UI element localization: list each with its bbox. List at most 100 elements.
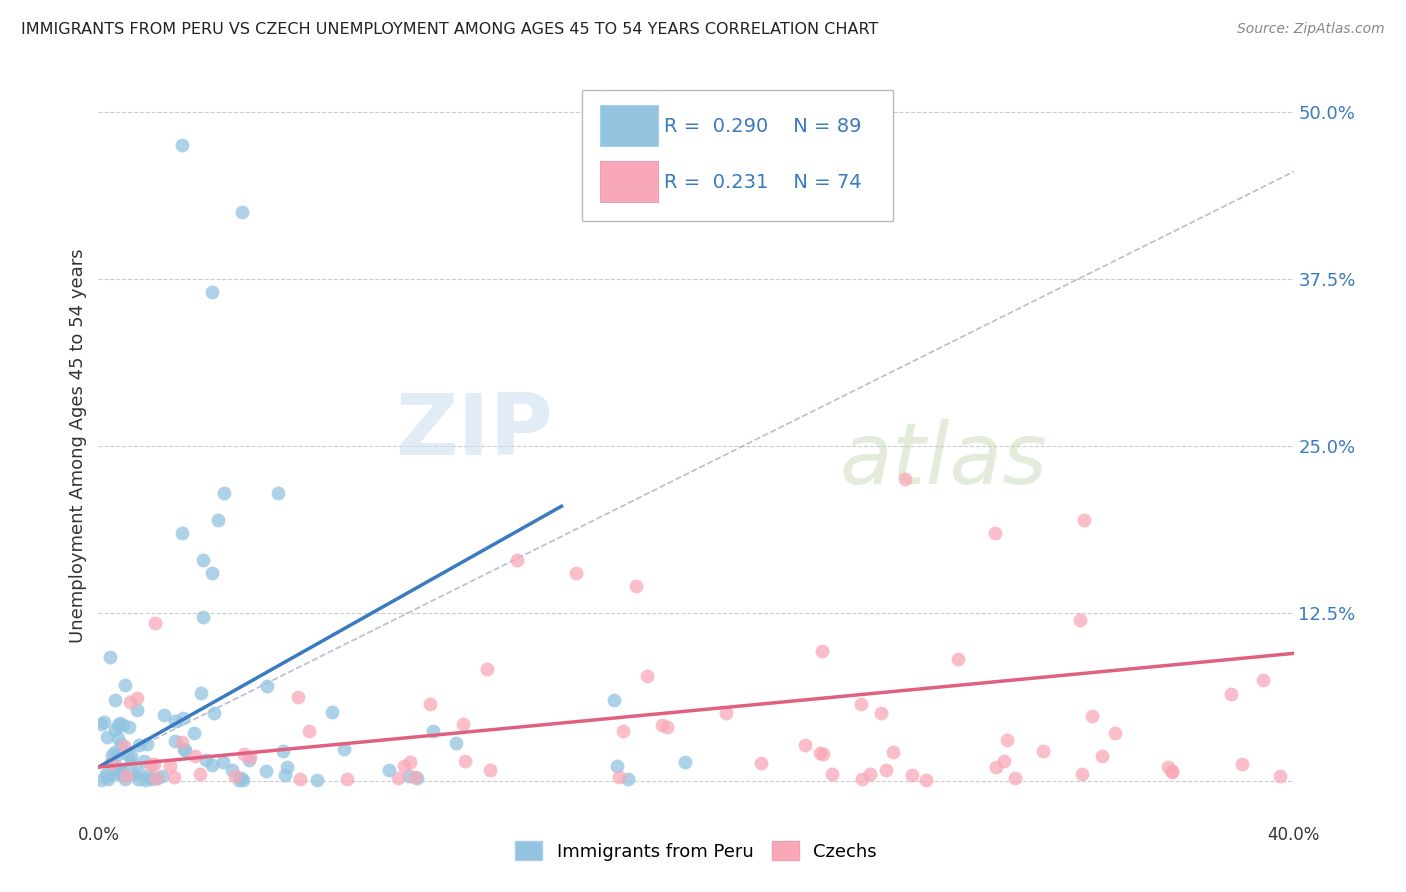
- Point: [139, 772, 162, 787]
- Point: [135, 737, 157, 751]
- Point: [120, 748, 142, 763]
- Point: [239, 749, 262, 764]
- Point: [97, 772, 120, 786]
- Point: [565, 566, 588, 581]
- Point: [606, 758, 628, 772]
- Point: [392, 758, 415, 772]
- Point: [146, 771, 169, 785]
- Text: R =  0.231    N = 74: R = 0.231 N = 74: [664, 173, 862, 192]
- Point: [104, 693, 127, 707]
- Y-axis label: Unemployment Among Ages 45 to 54 years: Unemployment Among Ages 45 to 54 years: [69, 249, 87, 643]
- Point: [107, 731, 129, 745]
- Point: [114, 678, 136, 692]
- Point: [173, 742, 195, 756]
- Point: [851, 772, 873, 786]
- Point: [859, 767, 882, 781]
- Text: R =  0.290    N = 89: R = 0.290 N = 89: [664, 117, 862, 136]
- Text: Source: ZipAtlas.com: Source: ZipAtlas.com: [1237, 22, 1385, 37]
- Point: [108, 763, 131, 777]
- Point: [749, 756, 772, 770]
- Point: [125, 691, 148, 706]
- Point: [120, 695, 142, 709]
- Point: [107, 763, 129, 777]
- Point: [506, 552, 529, 567]
- Point: [453, 717, 475, 731]
- Point: [112, 739, 135, 754]
- Point: [1230, 756, 1253, 771]
- Point: [221, 763, 243, 777]
- Point: [1073, 512, 1095, 526]
- Point: [104, 745, 127, 759]
- Point: [173, 743, 195, 757]
- Point: [254, 764, 277, 779]
- Point: [238, 753, 260, 767]
- Point: [125, 704, 148, 718]
- Point: [103, 767, 125, 781]
- Point: [94, 767, 117, 781]
- Point: [191, 552, 214, 567]
- Point: [201, 285, 224, 300]
- Point: [150, 769, 173, 783]
- Point: [201, 566, 224, 581]
- Point: [915, 773, 938, 788]
- Point: [172, 138, 194, 153]
- Point: [870, 706, 893, 721]
- Point: [1251, 673, 1274, 688]
- Point: [479, 764, 502, 778]
- Point: [101, 747, 124, 762]
- Legend: Immigrants from Peru, Czechs: Immigrants from Peru, Czechs: [508, 834, 884, 868]
- FancyBboxPatch shape: [600, 105, 658, 146]
- Point: [626, 580, 648, 594]
- Point: [163, 733, 186, 747]
- Point: [143, 615, 166, 630]
- Point: [1270, 769, 1292, 783]
- Point: [207, 512, 229, 526]
- Point: [986, 760, 1008, 774]
- Point: [716, 706, 738, 720]
- Point: [811, 644, 834, 658]
- Point: [288, 772, 311, 786]
- Point: [267, 485, 290, 500]
- Point: [406, 771, 429, 785]
- Point: [224, 769, 246, 783]
- Point: [603, 692, 626, 706]
- Point: [127, 772, 149, 786]
- Point: [132, 754, 155, 768]
- Point: [212, 485, 235, 500]
- Point: [1157, 760, 1180, 774]
- Point: [298, 724, 321, 739]
- Point: [321, 705, 343, 719]
- Point: [108, 715, 131, 730]
- Point: [1081, 708, 1104, 723]
- Point: [233, 747, 256, 761]
- Point: [404, 770, 426, 784]
- Point: [1032, 744, 1054, 758]
- Point: [124, 767, 146, 781]
- Point: [229, 772, 252, 786]
- Point: [104, 723, 127, 737]
- Point: [849, 698, 872, 712]
- Point: [163, 714, 186, 728]
- Point: [1219, 687, 1241, 701]
- Point: [170, 735, 193, 749]
- FancyBboxPatch shape: [582, 90, 893, 221]
- Point: [232, 773, 254, 788]
- Point: [287, 690, 309, 705]
- Point: [183, 725, 205, 739]
- Point: [201, 758, 224, 772]
- Point: [475, 662, 498, 676]
- Point: [107, 718, 129, 732]
- Point: [212, 755, 235, 769]
- Point: [422, 724, 444, 739]
- Point: [228, 772, 250, 787]
- Point: [274, 768, 297, 782]
- Point: [120, 756, 142, 770]
- Point: [336, 772, 359, 786]
- Point: [655, 720, 678, 734]
- Point: [946, 651, 969, 665]
- Point: [875, 763, 897, 777]
- Point: [96, 730, 118, 744]
- Point: [1160, 765, 1182, 780]
- Point: [1160, 764, 1182, 779]
- Point: [636, 669, 658, 683]
